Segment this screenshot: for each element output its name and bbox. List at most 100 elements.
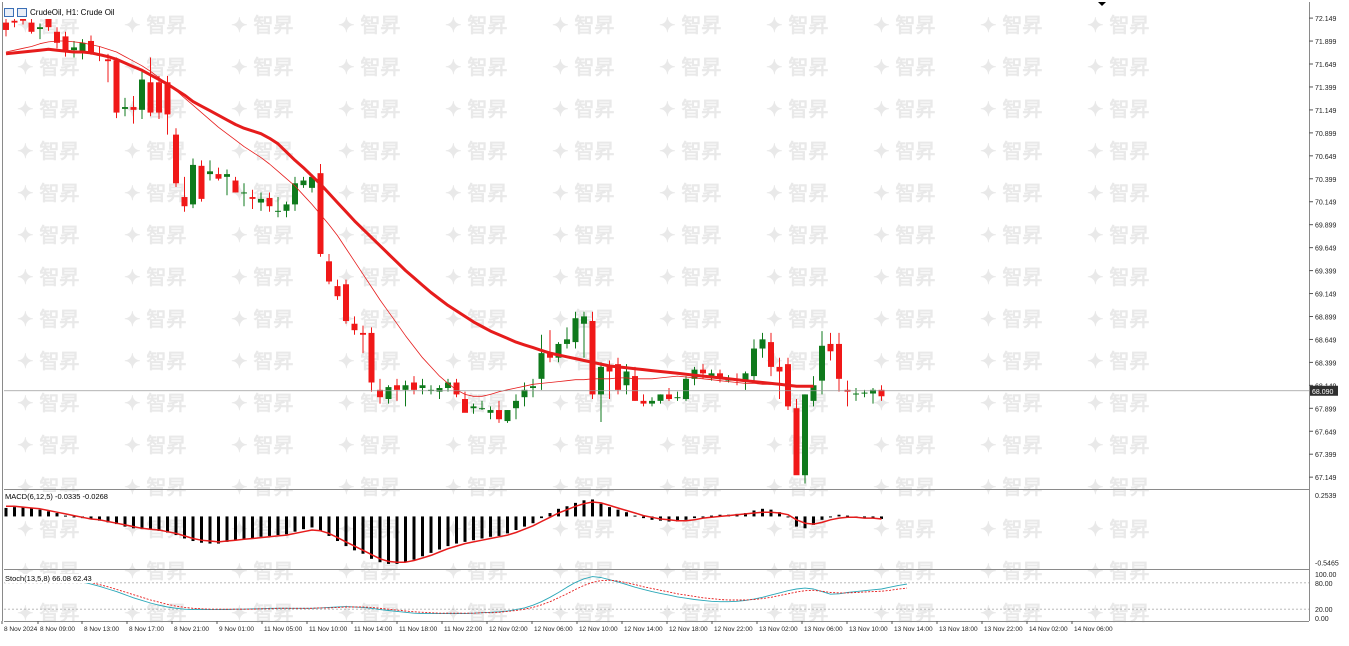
- watermark-text: ✦ 智昇: [980, 97, 1042, 121]
- watermark-text: ✦ 智昇: [17, 307, 79, 331]
- candle-body: [173, 134, 179, 184]
- macd-bar: [718, 514, 722, 517]
- main-pane[interactable]: [3, 8, 1309, 484]
- watermark-text: ✦ 智昇: [445, 55, 507, 79]
- macd-bar: [404, 516, 407, 563]
- candle-body: [3, 22, 9, 30]
- candle-body: [360, 332, 366, 335]
- candle-body: [224, 174, 230, 177]
- candle-body: [853, 393, 859, 395]
- watermark-text: ✦ 智昇: [124, 391, 186, 415]
- candle-body: [683, 378, 689, 400]
- watermark-text: ✦ 智昇: [659, 349, 721, 373]
- watermark-text: ✦ 智昇: [231, 391, 293, 415]
- chart-header: CrudeOil, H1: Crude Oil: [4, 5, 119, 19]
- x-tick-label: 9 Nov 01:00: [219, 626, 254, 633]
- macd-bar: [140, 516, 144, 530]
- candle-body: [870, 389, 876, 394]
- candle-body: [402, 385, 409, 390]
- candle-body: [742, 373, 749, 381]
- macd-bar: [429, 516, 433, 553]
- macd-bar: [123, 516, 127, 527]
- watermark-text: ✦ 智昇: [124, 265, 186, 289]
- watermark-text: ✦ 智昇: [338, 97, 400, 121]
- watermark-text: ✦ 智昇: [1087, 433, 1149, 457]
- candle-body: [632, 376, 638, 401]
- stoch-label: Stoch(13,5,8) 66.08 62.43: [5, 574, 94, 583]
- x-tick-label: 14 Nov 02:00: [1029, 626, 1068, 633]
- macd-pane[interactable]: [4, 499, 884, 564]
- watermark-text: ✦ 智昇: [980, 55, 1042, 79]
- macd-bar: [837, 514, 841, 517]
- macd-bar: [149, 516, 152, 530]
- candle-body: [122, 107, 128, 109]
- watermark-text: ✦ 智昇: [445, 349, 507, 373]
- watermark-text: ✦ 智昇: [17, 433, 79, 457]
- macd-bar: [21, 507, 25, 517]
- candle-body: [419, 385, 426, 389]
- x-tick-label: 11 Nov 22:00: [444, 626, 483, 633]
- macd-bar: [412, 516, 416, 560]
- watermark-text: ✦ 智昇: [659, 265, 721, 289]
- macd-bar: [803, 516, 807, 529]
- stoch-main-line: [5, 574, 908, 615]
- y-tick-label: 69.899: [1315, 223, 1337, 230]
- ma-fast-line: [5, 40, 771, 397]
- macd-bar: [710, 515, 713, 517]
- macd-bar: [344, 516, 348, 547]
- watermark-text: ✦ 智昇: [231, 265, 293, 289]
- candle-body: [538, 353, 545, 379]
- macd-bar: [115, 516, 118, 525]
- y-tick-label: 70.399: [1315, 177, 1337, 184]
- macd-bar: [880, 516, 883, 519]
- x-tick-label: 12 Nov 22:00: [714, 626, 753, 633]
- watermark-text: ✦ 智昇: [552, 475, 614, 499]
- macd-bar: [778, 512, 781, 517]
- x-tick-label: 13 Nov 02:00: [759, 626, 798, 633]
- y-tick-label: 67.649: [1315, 429, 1337, 436]
- x-tick-label: 12 Nov 18:00: [669, 626, 708, 633]
- macd-bar: [616, 509, 620, 517]
- watermark-text: ✦ 智昇: [873, 517, 935, 541]
- y-tick-label: 71.649: [1315, 62, 1337, 69]
- y-tick-label: 69.399: [1315, 269, 1337, 276]
- candle-body: [266, 197, 273, 207]
- candle-body: [708, 373, 715, 377]
- watermark-text: ✦ 智昇: [766, 307, 828, 331]
- candle-body: [810, 385, 817, 401]
- macd-bar: [599, 503, 603, 517]
- macd-bar: [574, 502, 577, 517]
- macd-bar: [30, 507, 33, 517]
- candle-body: [11, 20, 18, 23]
- watermark-text: ✦ 智昇: [980, 307, 1042, 331]
- macd-bar: [242, 516, 246, 540]
- chart-icon[interactable]: [4, 7, 14, 17]
- watermark-text: ✦ 智昇: [766, 559, 828, 583]
- watermark-text: ✦ 智昇: [659, 307, 721, 331]
- watermark-text: ✦ 智昇: [17, 349, 79, 373]
- watermark-text: ✦ 智昇: [124, 13, 186, 37]
- watermark-text: ✦ 智昇: [873, 475, 935, 499]
- watermark-text: ✦ 智昇: [659, 55, 721, 79]
- macd-bar: [106, 516, 110, 523]
- window-icon[interactable]: [17, 7, 27, 17]
- macd-bar: [132, 516, 135, 529]
- macd-bar: [829, 516, 832, 518]
- watermark-text: ✦ 智昇: [445, 181, 507, 205]
- macd-bar: [200, 516, 203, 543]
- symbol-label: CrudeOil, H1: Crude Oil: [30, 7, 115, 17]
- candle-body: [20, 18, 26, 21]
- watermark-text: ✦ 智昇: [980, 13, 1042, 37]
- macd-bar: [353, 516, 356, 551]
- watermark-text: ✦ 智昇: [873, 181, 935, 205]
- candle-body: [156, 82, 162, 113]
- stochastic-pane[interactable]: [4, 574, 1309, 615]
- watermark-text: ✦ 智昇: [17, 181, 79, 205]
- macd-bar: [4, 507, 8, 517]
- candle-body: [836, 343, 842, 379]
- watermark-text: ✦ 智昇: [338, 475, 400, 499]
- candle-body: [462, 399, 468, 413]
- watermark-text: ✦ 智昇: [659, 223, 721, 247]
